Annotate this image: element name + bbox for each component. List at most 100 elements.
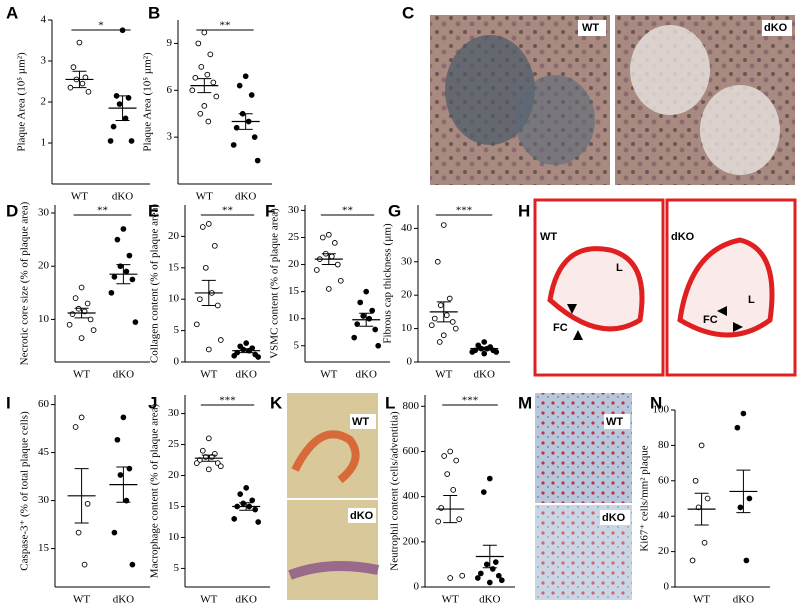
data-point xyxy=(440,222,447,228)
x-tick-label: dKO xyxy=(236,594,257,606)
panel-letter: E xyxy=(148,201,159,220)
x-tick-label: dKO xyxy=(733,594,754,606)
data-point xyxy=(446,295,453,302)
y-tick-label: 5 xyxy=(174,324,180,336)
data-point xyxy=(75,305,82,312)
y-tick-label: 25 xyxy=(288,231,300,243)
data-point xyxy=(450,487,457,493)
data-point xyxy=(197,110,204,117)
data-point xyxy=(240,500,247,507)
data-point xyxy=(81,561,88,568)
label-box xyxy=(604,414,630,429)
data-point xyxy=(114,436,121,443)
data-point xyxy=(698,442,705,449)
panel-letter: F xyxy=(265,201,275,220)
data-point xyxy=(205,435,212,442)
data-point xyxy=(456,516,463,523)
label-box xyxy=(578,20,606,36)
data-point xyxy=(202,264,209,271)
data-point xyxy=(495,572,502,579)
tissue xyxy=(445,35,535,145)
image-label: dKO xyxy=(350,510,374,522)
data-point xyxy=(87,316,94,323)
data-point xyxy=(76,39,83,46)
data-point xyxy=(248,92,255,98)
x-tick-label: dKO xyxy=(236,369,257,381)
y-tick-label: 10 xyxy=(288,312,300,324)
y-tick-label: 15 xyxy=(168,261,180,273)
y-axis-label: Plaque Area (10⁵ µm²) xyxy=(16,52,28,152)
y-tick-label: 10 xyxy=(168,531,180,543)
tissue xyxy=(677,237,775,338)
data-point xyxy=(480,489,487,495)
label-box xyxy=(600,510,630,525)
y-tick-label: 600 xyxy=(403,445,420,457)
data-point xyxy=(111,529,118,536)
x-tick-label: dKO xyxy=(113,594,134,606)
y-tick-label: 10 xyxy=(38,313,50,325)
y-tick-label: 25 xyxy=(168,438,180,450)
error-bar xyxy=(443,495,458,524)
y-tick-label: 400 xyxy=(403,490,420,502)
error-bar xyxy=(239,348,254,354)
y-tick-label: 0 xyxy=(664,581,670,593)
data-point xyxy=(325,286,332,292)
data-point xyxy=(205,346,212,353)
panel-c: C WT dKO xyxy=(402,3,795,185)
data-point xyxy=(737,504,744,511)
significance-label: ** xyxy=(97,205,108,217)
significance-label: ** xyxy=(222,205,233,217)
y-tick-label: 15 xyxy=(288,285,300,297)
error-bar xyxy=(201,279,216,306)
y-tick-label: 1 xyxy=(41,137,47,149)
data-point xyxy=(129,561,136,568)
data-point xyxy=(481,339,488,345)
y-tick-label: 3 xyxy=(41,55,47,67)
data-point xyxy=(120,226,127,232)
data-point xyxy=(66,321,73,328)
data-point xyxy=(75,529,82,536)
panel-letter: L xyxy=(385,393,395,412)
data-point xyxy=(237,491,244,497)
error-bar xyxy=(736,469,751,514)
y-axis-label: Caspase-3⁺ (% of total plaque cells) xyxy=(19,411,31,571)
panel-letter: K xyxy=(270,393,283,412)
y-tick-label: 5 xyxy=(174,562,180,574)
y-tick-label: 9 xyxy=(167,37,173,49)
tissue xyxy=(700,85,780,175)
data-point xyxy=(372,326,379,333)
x-tick-label: WT xyxy=(435,369,452,381)
data-point xyxy=(334,261,341,268)
y-tick-label: 15 xyxy=(38,542,50,554)
data-point xyxy=(210,79,217,86)
data-point xyxy=(431,315,438,322)
x-tick-label: WT xyxy=(196,191,213,203)
image-label: WT xyxy=(606,416,623,428)
y-axis-label: Plaque Area (10⁵ µm²) xyxy=(142,52,154,152)
y-tick-label: 20 xyxy=(658,545,670,557)
data-point xyxy=(453,457,460,464)
data-point xyxy=(198,64,205,70)
data-point xyxy=(447,575,454,581)
error-bar xyxy=(359,312,374,327)
data-point xyxy=(69,311,76,317)
data-point xyxy=(72,424,79,430)
data-point xyxy=(199,224,206,230)
data-point xyxy=(217,337,224,343)
data-point xyxy=(447,448,454,455)
data-point xyxy=(207,51,214,58)
y-tick-label: 20 xyxy=(38,260,50,272)
x-tick-label: dKO xyxy=(112,191,133,203)
data-point xyxy=(746,495,753,502)
data-point xyxy=(211,242,218,249)
panel-letter: D xyxy=(6,201,18,220)
data-point xyxy=(331,240,338,246)
data-point xyxy=(325,231,332,238)
data-point xyxy=(201,103,208,109)
significance-label: ** xyxy=(342,205,353,217)
x-tick-label: WT xyxy=(320,369,337,381)
data-point xyxy=(498,577,505,584)
data-point xyxy=(436,339,443,345)
image-annotation: FC xyxy=(703,314,718,326)
x-tick-label: WT xyxy=(442,594,459,606)
